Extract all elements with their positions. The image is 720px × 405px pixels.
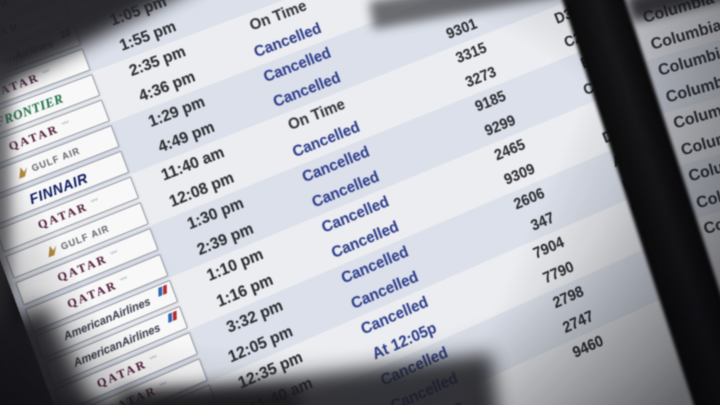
american-airlines-flight-symbol-icon [60,27,71,40]
arabic-script-mark: 〰 [158,379,167,389]
arabic-script-mark: 〰 [119,274,128,284]
arabic-script-mark: 〰 [60,118,70,128]
arabic-script-mark: 〰 [148,353,158,363]
american-airlines-flight-symbol-icon [157,284,168,297]
gulf-air-falcon-icon [45,243,59,257]
arabic-script-mark: 〰 [89,196,99,206]
arabic-script-mark: 〰 [109,248,118,258]
arabic-script-mark: 〰 [41,67,50,77]
gulf-air-falcon-icon [16,165,30,179]
arabic-script-mark: 〰 [12,0,21,1]
arabic-script-mark: 〰 [22,16,31,26]
american-airlines-flight-symbol-icon [167,310,178,324]
